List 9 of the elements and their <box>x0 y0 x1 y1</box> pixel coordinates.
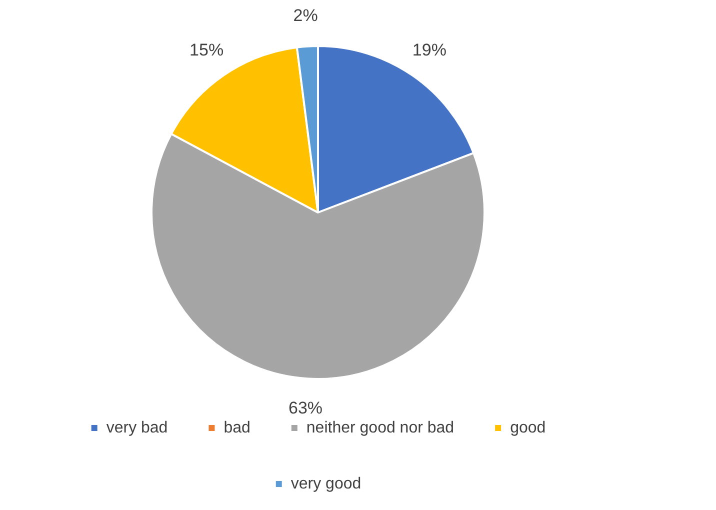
data-label: 19% <box>412 40 446 60</box>
legend-label: very bad <box>106 419 168 436</box>
data-label: 15% <box>190 40 224 60</box>
legend-label: bad <box>224 419 250 436</box>
data-label: 2% <box>293 6 318 26</box>
data-label: 63% <box>288 398 323 418</box>
legend-label: good <box>510 419 546 436</box>
legend-label: neither good nor bad <box>306 419 454 436</box>
legend-label: very good <box>290 475 362 492</box>
